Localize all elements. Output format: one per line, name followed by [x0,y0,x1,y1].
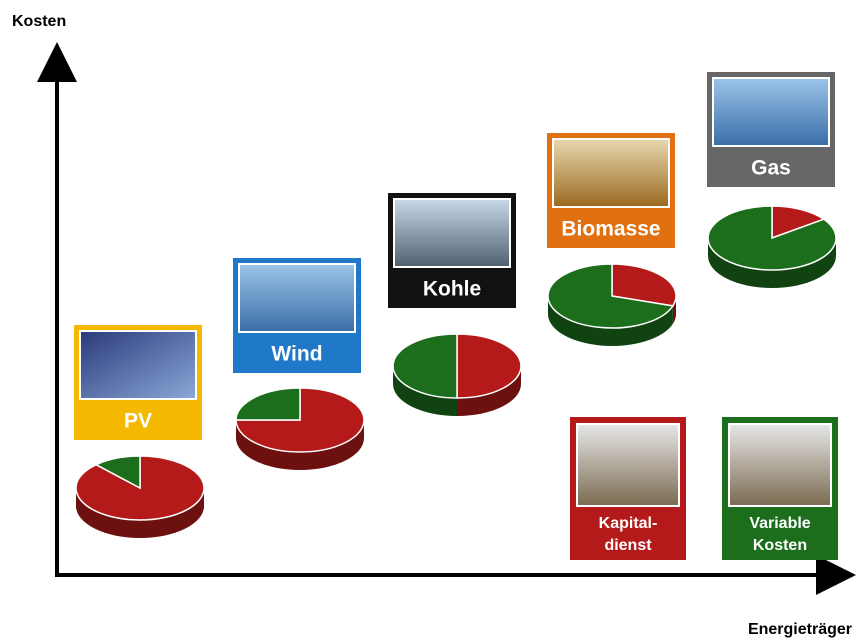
legend-icon [576,423,680,507]
pie-slice [611,263,677,307]
content: PV Wind Kohle Biomasse Gas Kapital-dienst Vari… [74,72,838,560]
legend-label: Kosten [753,537,807,554]
legend-label: Variable [749,515,810,532]
node-label: Wind [271,343,322,366]
legend-label: dienst [604,537,652,554]
node-label: Gas [751,157,791,180]
pie-side [457,366,521,416]
node-photo [712,77,830,147]
node-photo [552,138,670,208]
legend-label: Kapital- [599,515,658,532]
pie-slice [94,455,141,490]
pie-side [548,296,673,346]
node-photo [238,263,356,333]
node-label: Kohle [423,278,481,301]
pie-slice [392,333,458,399]
pie-slice [235,387,301,421]
x-axis-label: Energieträger [748,621,852,638]
pie-slice [456,333,522,399]
pie-slice [771,205,826,240]
node-photo [393,198,511,268]
pie-side [393,366,457,416]
node-label: Biomasse [561,218,660,241]
node-photo [79,330,197,400]
pie-slice [547,263,675,329]
pie-side [236,420,364,470]
pie-slice [235,387,365,453]
legend-icon [728,423,832,507]
pie-side [708,238,836,288]
node-label: PV [124,410,152,433]
pie-side [76,488,204,538]
pie-slice [707,205,837,271]
y-axis-label: Kosten [12,13,66,30]
